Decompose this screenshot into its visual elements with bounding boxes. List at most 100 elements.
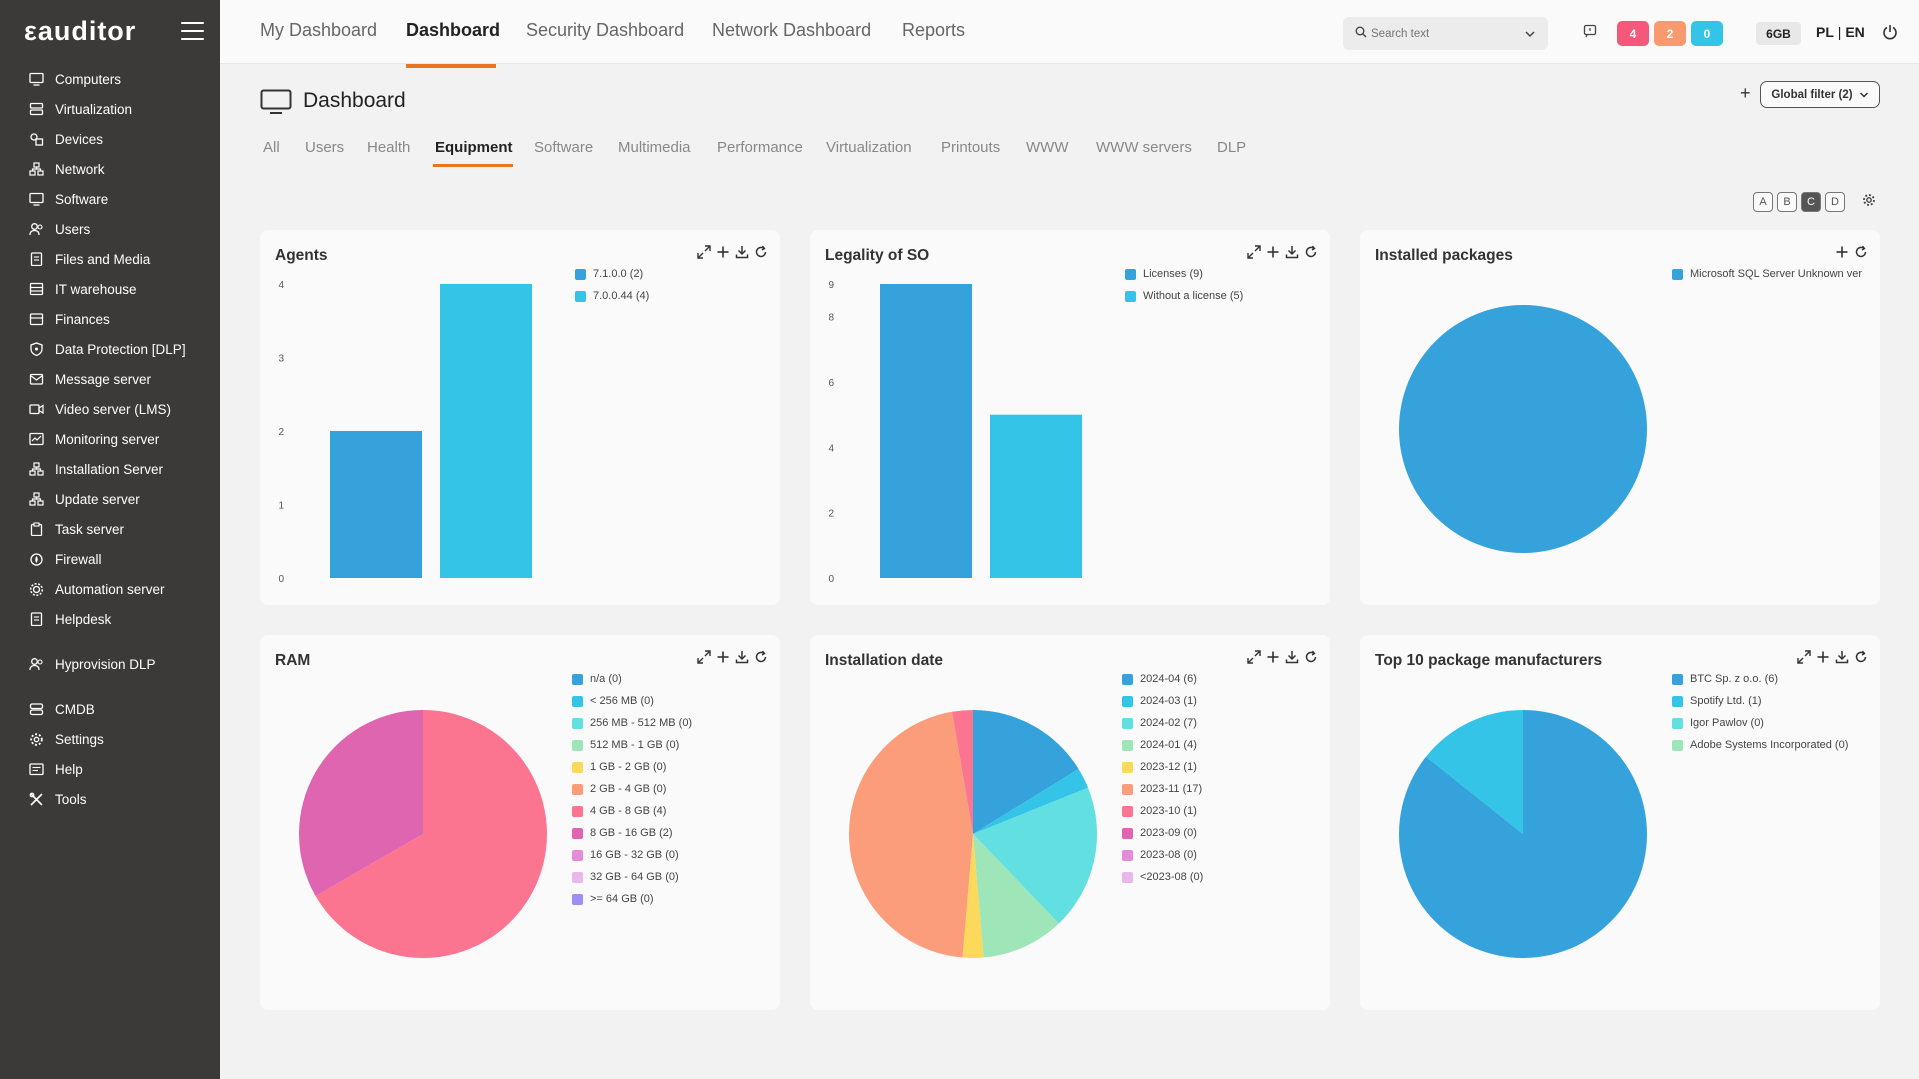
sidebar-item-cmdb[interactable]: CMDB xyxy=(0,696,220,722)
refresh-icon[interactable] xyxy=(1304,650,1318,664)
legend-item[interactable]: 512 MB - 1 GB (0) xyxy=(572,734,692,756)
refresh-icon[interactable] xyxy=(754,245,768,259)
sidebar-item-settings[interactable]: Settings xyxy=(0,726,220,752)
power-icon[interactable] xyxy=(1882,24,1898,45)
lang-en[interactable]: EN xyxy=(1845,24,1865,40)
bar-licenses[interactable] xyxy=(880,284,972,578)
expand-icon[interactable] xyxy=(1797,650,1811,664)
slice-2024-01[interactable] xyxy=(973,834,1059,958)
legend-item[interactable]: >= 64 GB (0) xyxy=(572,888,692,910)
lang-pl[interactable]: PL xyxy=(1816,24,1834,40)
legend-item[interactable]: 16 GB - 32 GB (0) xyxy=(572,844,692,866)
legend-item[interactable]: 2023-10 (1) xyxy=(1122,800,1203,822)
hamburger-menu-icon[interactable] xyxy=(181,22,204,40)
legend-item[interactable]: 2023-11 (17) xyxy=(1122,778,1203,800)
global-filter-button[interactable]: Global filter (2) xyxy=(1760,81,1880,108)
legend-item[interactable]: <2023-08 (0) xyxy=(1122,866,1203,888)
download-icon[interactable] xyxy=(735,650,749,664)
legend-item[interactable]: 2023-08 (0) xyxy=(1122,844,1203,866)
subtab-health[interactable]: Health xyxy=(367,139,411,156)
legend-item[interactable]: 2024-03 (1) xyxy=(1122,690,1203,712)
sidebar-item-data-protection-dlp[interactable]: Data Protection [DLP] xyxy=(0,336,220,362)
tab-reports[interactable]: Reports xyxy=(902,20,966,40)
slice-2023-11[interactable] xyxy=(849,711,973,958)
download-icon[interactable] xyxy=(735,245,749,259)
expand-icon[interactable] xyxy=(1247,650,1261,664)
refresh-icon[interactable] xyxy=(1854,650,1868,664)
sidebar-item-virtualization[interactable]: Virtualization xyxy=(0,96,220,122)
tab-my-dashboard[interactable]: My Dashboard xyxy=(260,20,378,40)
subtab-www[interactable]: WWW xyxy=(1026,139,1069,156)
subtab-multimedia[interactable]: Multimedia xyxy=(618,139,691,156)
subtab-www-servers[interactable]: WWW servers xyxy=(1096,139,1192,156)
expand-icon[interactable] xyxy=(1247,245,1261,259)
sidebar-item-network[interactable]: Network xyxy=(0,156,220,182)
legend-item[interactable]: 2024-01 (4) xyxy=(1122,734,1203,756)
download-icon[interactable] xyxy=(1285,245,1299,259)
slice-2024-02[interactable] xyxy=(973,787,1097,924)
legend-item[interactable]: 32 GB - 64 GB (0) xyxy=(572,866,692,888)
search-input[interactable] xyxy=(1371,27,1521,40)
subtab-printouts[interactable]: Printouts xyxy=(941,139,1001,156)
slice-2024-04[interactable] xyxy=(973,710,1079,834)
legend-item[interactable]: 2024-04 (6) xyxy=(1122,668,1203,690)
slice-microsoft-sql-server-unknown-ver[interactable] xyxy=(1399,305,1647,553)
sidebar-item-firewall[interactable]: Firewall xyxy=(0,546,220,572)
chevron-down-icon[interactable] xyxy=(1524,27,1536,45)
legend-item[interactable]: BTC Sp. z o.o. (6) xyxy=(1672,668,1848,690)
refresh-icon[interactable] xyxy=(1854,245,1868,259)
expand-icon[interactable] xyxy=(697,245,711,259)
legend-item[interactable]: n/a (0) xyxy=(572,668,692,690)
slice-2024-03[interactable] xyxy=(973,768,1089,834)
legend-item[interactable]: Spotify Ltd. (1) xyxy=(1672,690,1848,712)
sidebar-item-task-server[interactable]: Task server xyxy=(0,516,220,542)
sidebar-item-computers[interactable]: Computers xyxy=(0,66,220,92)
legend-item[interactable]: 7.0.0.44 (4) xyxy=(575,285,649,307)
slice-2023-10[interactable] xyxy=(952,710,973,834)
sidebar-item-files-and-media[interactable]: Files and Media xyxy=(0,246,220,272)
tab-security-dashboard[interactable]: Security Dashboard xyxy=(526,20,685,40)
layout-c-button[interactable]: C xyxy=(1801,192,1821,212)
slice-2023-12[interactable] xyxy=(962,834,984,958)
legend-item[interactable]: 7.1.0.0 (2) xyxy=(575,263,649,285)
plus-icon[interactable] xyxy=(1266,650,1280,664)
legend-item[interactable]: 8 GB - 16 GB (2) xyxy=(572,822,692,844)
sidebar-item-hyprovision-dlp[interactable]: Hyprovision DLP xyxy=(0,651,220,677)
legend-item[interactable]: 2023-12 (1) xyxy=(1122,756,1203,778)
search-box[interactable] xyxy=(1343,17,1548,50)
tab-network-dashboard[interactable]: Network Dashboard xyxy=(712,20,872,40)
layout-b-button[interactable]: B xyxy=(1777,192,1797,212)
legend-item[interactable]: Adobe Systems Incorporated (0) xyxy=(1672,734,1848,756)
legend-item[interactable]: Microsoft SQL Server Unknown ver xyxy=(1672,263,1862,285)
layout-d-button[interactable]: D xyxy=(1825,192,1845,212)
alert-badge-info[interactable]: 0 xyxy=(1691,21,1723,46)
sidebar-item-installation-server[interactable]: Installation Server xyxy=(0,456,220,482)
alert-badge-critical[interactable]: 4 xyxy=(1617,21,1649,46)
refresh-icon[interactable] xyxy=(754,650,768,664)
sidebar-item-automation-server[interactable]: Automation server xyxy=(0,576,220,602)
legend-item[interactable]: Licenses (9) xyxy=(1125,263,1243,285)
sidebar-item-help[interactable]: Help xyxy=(0,756,220,782)
subtab-virtualization[interactable]: Virtualization xyxy=(826,139,912,156)
bar-without-a-license[interactable] xyxy=(990,414,1082,578)
notification-icon[interactable] xyxy=(1583,24,1597,43)
legend-item[interactable]: < 256 MB (0) xyxy=(572,690,692,712)
tab-dashboard[interactable]: Dashboard xyxy=(406,20,501,40)
bar-7-0-0-44[interactable] xyxy=(440,284,532,578)
subtab-dlp[interactable]: DLP xyxy=(1217,139,1247,156)
sidebar-item-it-warehouse[interactable]: IT warehouse xyxy=(0,276,220,302)
subtab-software[interactable]: Software xyxy=(534,139,594,156)
refresh-icon[interactable] xyxy=(1304,245,1318,259)
plus-icon[interactable] xyxy=(1816,650,1830,664)
bar-7-1-0-0[interactable] xyxy=(330,431,422,578)
legend-item[interactable]: Igor Pawlov (0) xyxy=(1672,712,1848,734)
slice-4-gb-8-gb[interactable] xyxy=(315,710,547,958)
sidebar-item-monitoring-server[interactable]: Monitoring server xyxy=(0,426,220,452)
legend-item[interactable]: 256 MB - 512 MB (0) xyxy=(572,712,692,734)
sidebar-item-video-server-lms[interactable]: Video server (LMS) xyxy=(0,396,220,422)
add-filter-button[interactable]: + xyxy=(1740,83,1751,103)
download-icon[interactable] xyxy=(1835,650,1849,664)
legend-item[interactable]: 1 GB - 2 GB (0) xyxy=(572,756,692,778)
expand-icon[interactable] xyxy=(697,650,711,664)
legend-item[interactable]: 4 GB - 8 GB (4) xyxy=(572,800,692,822)
